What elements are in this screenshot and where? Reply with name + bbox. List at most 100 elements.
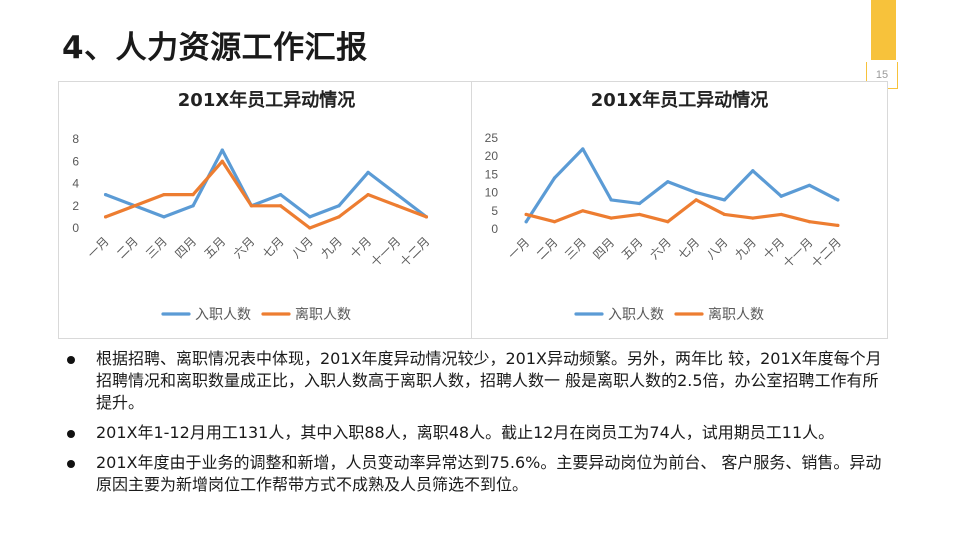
x-tick-label: 一月 [505,235,532,262]
data-point [337,215,341,219]
bullet-text: 201X年度由于业务的调整和新增，人员变动率异常达到75.6%。主要异动岗位为前… [96,453,882,494]
data-point [807,220,812,224]
x-tick-label: 六月 [647,235,674,262]
bullet-item: 201X年1-12月用工131人，其中入职88人，离职48人。截止12月在岗员工… [63,422,883,444]
data-point [308,215,312,219]
x-tick-label: 十二月 [809,235,844,270]
data-point [581,147,585,151]
data-point [249,204,254,208]
data-point [552,176,557,180]
data-point [395,193,399,197]
y-tick-label: 6 [72,154,79,168]
data-point [836,223,840,227]
x-tick-label: 七月 [260,234,287,261]
bullet-dot [67,356,75,364]
data-point [807,183,812,187]
x-tick-label: 九月 [732,235,759,262]
data-point [103,215,108,219]
data-point [637,201,642,206]
data-point [220,148,224,152]
data-point [694,191,698,195]
bullet-item: 201X年度由于业务的调整和新增，人员变动率异常达到75.6%。主要异动岗位为前… [63,452,883,496]
data-point [366,170,370,174]
data-point [751,216,755,220]
data-point [779,212,783,217]
bullet-text: 201X年1-12月用工131人，其中入职88人，离职48人。截止12月在岗员工… [96,423,835,442]
y-tick-label: 2 [72,199,79,213]
x-tick-label: 六月 [231,234,258,261]
legend-label: 入职人数 [608,307,664,323]
slide-title: 4、人力资源工作汇报 [62,30,368,66]
x-tick-label: 一月 [85,234,112,261]
legend-label: 离职人数 [708,306,764,323]
data-point [779,194,783,198]
data-point [103,193,108,197]
data-point [609,198,613,202]
data-point [162,193,166,197]
bullet-dot [67,430,75,438]
bullet-list: 根据招聘、离职情况表中体现，201X年度异动情况较少，201X异动频繁。另外，两… [63,348,883,504]
legend-label: 离职人数 [295,306,351,323]
y-tick-label: 10 [485,186,499,200]
series-line [524,198,840,227]
data-point [220,159,224,163]
x-tick-label: 八月 [704,235,731,262]
data-point [722,212,727,217]
x-tick-label: 五月 [619,235,646,262]
y-tick-label: 5 [491,204,498,218]
x-tick-label: 八月 [289,234,316,261]
data-point [424,215,429,219]
y-tick-label: 8 [72,132,79,146]
y-tick-label: 25 [485,131,499,145]
data-point [308,226,312,230]
x-tick-label: 四月 [172,234,199,261]
series-line [104,159,428,230]
data-point [366,193,370,197]
x-tick-label: 三月 [562,235,589,262]
data-point [162,215,166,219]
x-tick-label: 五月 [201,234,228,261]
data-point [836,198,840,202]
series-line [524,147,840,224]
data-point [581,209,585,213]
y-tick-label: 4 [72,177,79,191]
chart-right-svg: 201X年员工异动情况0510152025一月 二月 三月 四月 五月 六月 七月 八月 九月十… [485,89,844,323]
bullet-text: 根据招聘、离职情况表中体现，201X年度异动情况较少，201X异动频繁。另外，两… [96,349,882,412]
chart-left: 201X年员工异动情况 0 2 4 6 8 一月 二月 三月 四月 五月 六月 七月 八月 九月 十月 十一月十… [58,81,475,339]
data-point [751,169,755,173]
data-point [609,216,613,220]
data-point [694,198,698,202]
y-tick-label: 0 [491,222,498,236]
series-line [104,148,428,219]
data-point [278,204,283,208]
chart-title: 201X年员工异动情况 [591,89,768,111]
x-tick-label: 十二月 [397,234,432,269]
x-tick-label: 二月 [534,235,561,262]
data-point [666,220,670,224]
x-tick-label: 九月 [318,234,345,261]
data-point [191,193,195,197]
data-point [524,220,528,224]
data-point [278,193,283,197]
x-tick-label: 十一月 [780,235,815,270]
y-tick-label: 20 [485,149,499,163]
data-point [337,204,341,208]
bullet-item: 根据招聘、离职情况表中体现，201X年度异动情况较少，201X异动频繁。另外，两… [63,348,883,414]
data-point [722,198,727,202]
chart-right: 201X年员工异动情况 0 5 10 15 20 25 一月 二月 三月 四月 五月 六月 七月 八月 九月十… [471,81,888,339]
y-tick-label: 0 [72,221,79,235]
data-point [666,180,670,184]
legend-label: 入职人数 [195,307,251,323]
data-point [191,204,195,208]
data-point [133,204,137,208]
bullet-dot [67,460,75,468]
data-point [552,220,557,224]
x-tick-label: 七月 [675,235,702,262]
y-tick-label: 15 [485,167,499,181]
x-tick-label: 三月 [143,234,170,261]
chart-title: 201X年员工异动情况 [178,89,355,111]
accent-bar [871,0,896,60]
x-tick-label: 二月 [114,234,141,261]
x-tick-label: 四月 [590,235,617,262]
